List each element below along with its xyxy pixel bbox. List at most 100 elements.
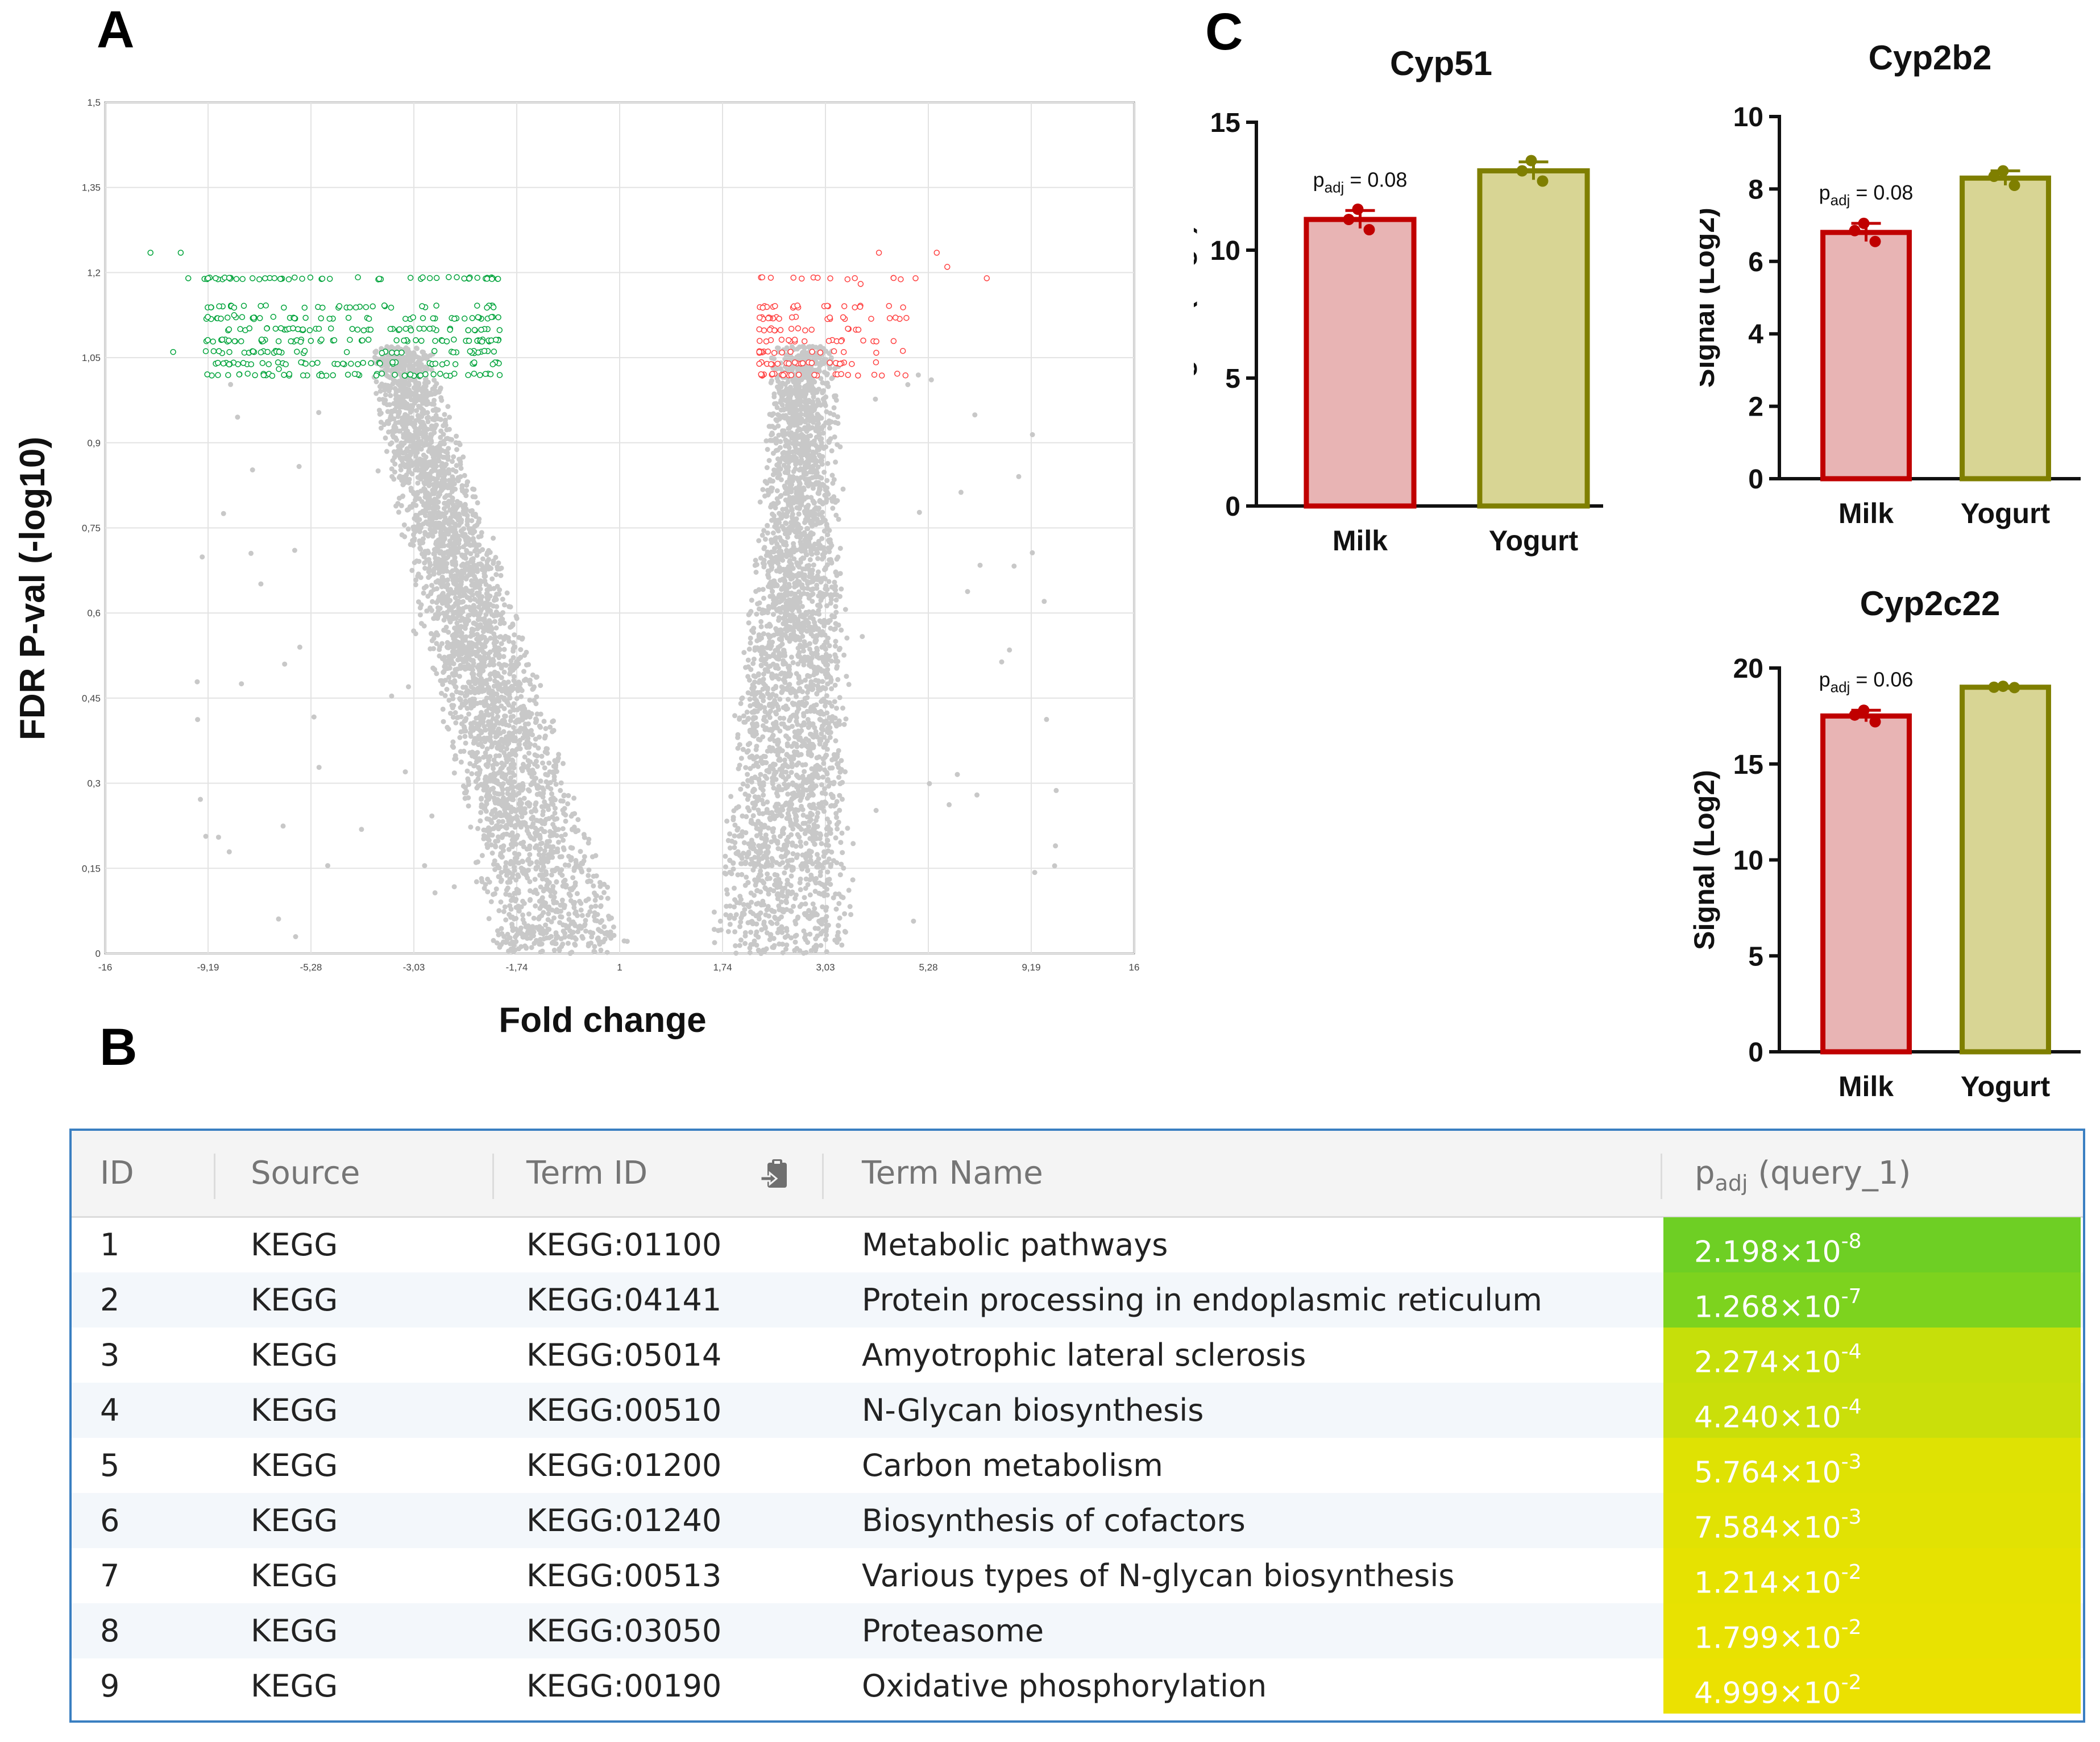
volcano-point [826, 856, 832, 862]
volcano-point [575, 924, 581, 930]
volcano-point [417, 612, 423, 617]
volcano-point [735, 826, 741, 831]
volcano-point [746, 716, 752, 721]
volcano-point [734, 851, 740, 856]
volcano-point [813, 936, 819, 941]
volcano-point [459, 579, 464, 584]
volcano-point [833, 835, 839, 841]
volcano-point [780, 507, 786, 512]
volcano-point [763, 832, 769, 838]
volcano-point [405, 526, 411, 532]
volcano-point [797, 686, 803, 691]
volcano-point [829, 496, 835, 501]
volcano-point [534, 860, 539, 865]
volcano-point [483, 750, 488, 756]
volcano-point [838, 840, 844, 845]
volcano-point [450, 696, 456, 702]
volcano-point [795, 604, 801, 610]
volcano-point [815, 518, 820, 524]
volcano-point [781, 392, 786, 398]
volcano-point [758, 663, 764, 669]
volcano-point [806, 595, 812, 601]
volcano-point [534, 711, 540, 717]
volcano-point [591, 883, 596, 889]
volcano-point [742, 933, 748, 939]
volcano-point [745, 772, 750, 777]
volcano-point [824, 478, 830, 483]
volcano-point [461, 526, 467, 532]
volcano-point [798, 420, 803, 426]
volcano-point [506, 847, 512, 852]
volcano-point [747, 741, 753, 746]
volcano-point [832, 699, 837, 704]
volcano-point [445, 404, 451, 409]
volcano-point [819, 668, 824, 674]
volcano-point [810, 599, 815, 604]
volcano-point [833, 811, 839, 816]
volcano-point [423, 383, 429, 389]
volcano-point [476, 639, 482, 645]
volcano-point [800, 820, 806, 826]
volcano-point [458, 759, 464, 765]
volcano-point [770, 432, 775, 437]
volcano-point [500, 721, 505, 727]
volcano-point [563, 812, 568, 818]
volcano-point [746, 646, 752, 652]
volcano-point [827, 735, 833, 740]
volcano-point [592, 944, 597, 949]
volcano-point [479, 797, 484, 802]
volcano-point [491, 786, 496, 791]
volcano-point [474, 522, 480, 528]
volcano-point [738, 700, 744, 706]
volcano-point [508, 775, 514, 781]
volcano-point [827, 715, 832, 720]
volcano-point [561, 837, 566, 843]
volcano-point [560, 826, 566, 832]
volcano-point [505, 791, 511, 797]
volcano-point [514, 814, 520, 819]
volcano-point [804, 695, 810, 700]
volcano-point [810, 741, 815, 747]
volcano-point [779, 787, 785, 793]
volcano-point [820, 509, 825, 515]
volcano-point [747, 696, 753, 702]
volcano-point [453, 720, 459, 725]
volcano-point [756, 901, 761, 906]
volcano-point [598, 947, 604, 953]
volcano-point [819, 619, 824, 625]
volcano-point [539, 753, 545, 759]
volcano-point [531, 929, 537, 935]
volcano-point [541, 719, 547, 724]
volcano-point [766, 458, 772, 463]
volcano-point [484, 735, 490, 741]
volcano-point [563, 818, 568, 824]
volcano-point [744, 874, 749, 880]
volcano-point [462, 795, 468, 801]
volcano-point [499, 641, 504, 646]
volcano-point [391, 476, 397, 482]
volcano-point [823, 703, 828, 709]
volcano-point [762, 537, 768, 542]
volcano-point [469, 642, 475, 648]
volcano-point [746, 793, 752, 799]
volcano-point [823, 791, 828, 797]
volcano-point [770, 478, 775, 484]
volcano-point [796, 511, 802, 517]
volcano-point [846, 887, 852, 893]
volcano-point [845, 826, 850, 831]
volcano-point [383, 392, 388, 398]
volcano-point [811, 562, 816, 568]
volcano-point [745, 674, 751, 679]
volcano-point [597, 928, 603, 934]
volcano-point [763, 656, 769, 662]
volcano-point [801, 951, 807, 956]
volcano-point [474, 632, 480, 637]
volcano-point [840, 850, 845, 856]
volcano-point [755, 690, 760, 695]
volcano-point [434, 586, 439, 591]
volcano-point [760, 787, 766, 793]
volcano-point [455, 657, 460, 663]
volcano-point [803, 840, 809, 846]
volcano-point [551, 947, 557, 953]
volcano-point [480, 547, 485, 553]
